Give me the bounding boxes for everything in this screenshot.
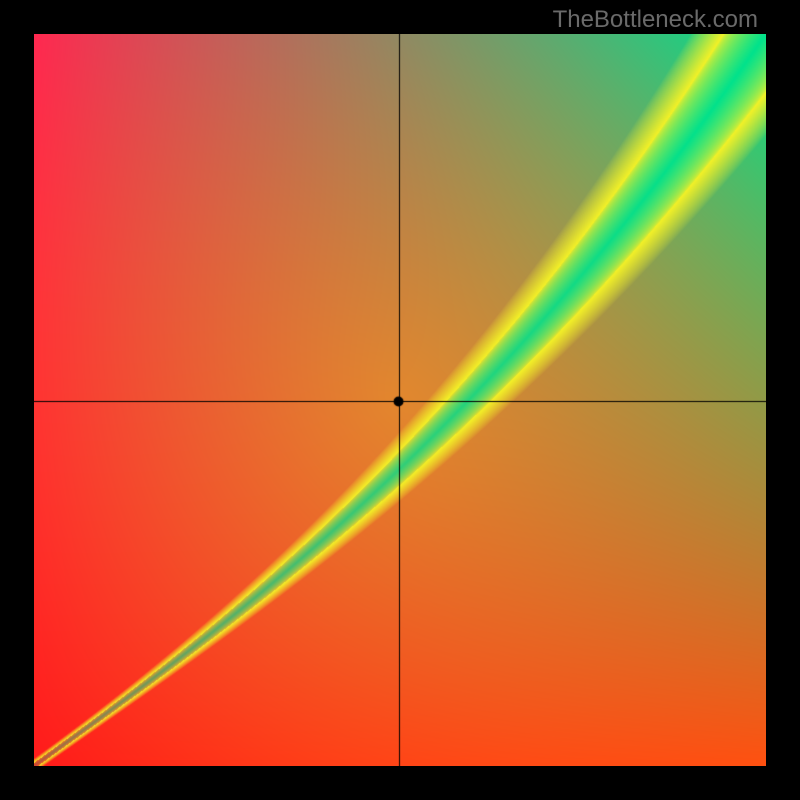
chart-frame: TheBottleneck.com (0, 0, 800, 800)
heatmap-canvas (34, 34, 766, 766)
watermark-text: TheBottleneck.com (553, 6, 758, 34)
